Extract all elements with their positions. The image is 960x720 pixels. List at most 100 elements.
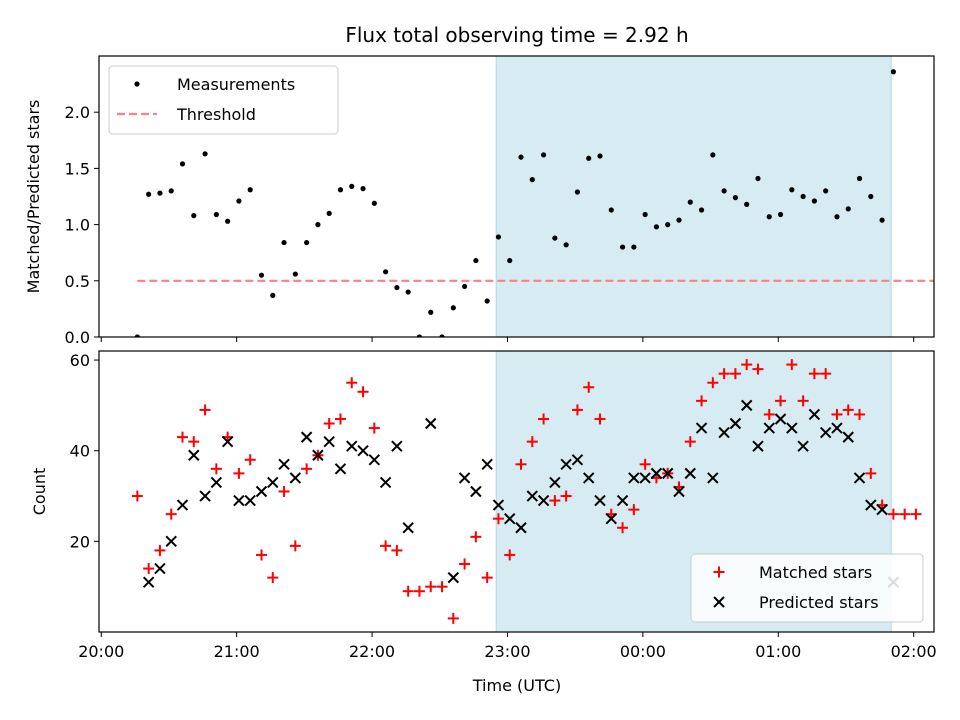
matched-star-point	[301, 463, 313, 475]
matched-star-point	[718, 368, 730, 380]
matched-star-point	[842, 404, 854, 416]
matched-star-point	[899, 508, 911, 520]
measurement-point	[349, 183, 355, 189]
measurement-point	[890, 69, 896, 75]
matched-star-point	[854, 408, 866, 420]
matched-star-point	[165, 508, 177, 520]
y-axis-label: Matched/Predicted stars	[24, 100, 43, 294]
matched-star-point	[752, 363, 764, 375]
predicted-star-stroke-b	[346, 440, 358, 452]
matched-star-point	[887, 508, 899, 520]
measurement-point	[642, 211, 648, 218]
predicted-star-stroke-b	[368, 454, 381, 466]
predicted-star-stroke-b	[176, 499, 189, 511]
legend-entry-label: Threshold	[176, 105, 256, 124]
predicted-star-point	[808, 408, 821, 421]
matched-star-point	[177, 431, 188, 443]
measurement-point	[371, 200, 377, 206]
predicted-star-point	[154, 562, 166, 575]
x-tick-label: 02:00	[891, 642, 937, 661]
predicted-star-point	[244, 494, 256, 507]
bottom-panel: 20 40 60 20:00 21:00 22:00 23:00 00:00 01:00 02:0…	[30, 350, 937, 661]
measurement-point	[461, 283, 468, 290]
matched-star-point	[402, 585, 414, 597]
predicted-star-stroke-b	[425, 417, 437, 430]
predicted-star-stroke-b	[774, 413, 787, 425]
predicted-star-point	[402, 522, 414, 534]
predicted-star-stroke-b	[357, 445, 369, 457]
matched-star-point	[323, 418, 335, 430]
legend-entry-label: Matched stars	[759, 563, 872, 582]
legend-entry-label: Measurements	[177, 75, 295, 94]
predicted-star-stroke-b	[628, 472, 640, 484]
predicted-star-point	[210, 476, 223, 489]
measurement-point	[834, 214, 840, 220]
measurement-point	[710, 152, 716, 158]
measurement-point	[800, 193, 806, 200]
matched-star-point	[549, 495, 561, 507]
predicted-star-stroke-b	[379, 476, 392, 489]
predicted-star-stroke-b	[233, 494, 245, 507]
predicted-star-stroke-b	[267, 476, 279, 489]
predicted-star-stroke-b	[537, 494, 550, 507]
predicted-star-stroke-b	[289, 472, 302, 484]
measurement-point	[146, 191, 152, 197]
predicted-star-stroke-b	[808, 408, 821, 421]
predicted-star-stroke-b	[526, 490, 539, 502]
predicted-star-stroke-b	[594, 494, 606, 507]
measurement-point	[698, 207, 705, 213]
predicted-star-point	[819, 426, 832, 439]
legend-box	[690, 553, 924, 623]
predicted-star-stroke-b	[447, 571, 460, 584]
measurement-point	[518, 154, 524, 160]
measurement-point	[947, 334, 952, 339]
predicted-star-point	[425, 417, 437, 430]
predicted-star-point	[786, 422, 798, 434]
measurement-point	[597, 153, 603, 159]
predicted-star-stroke-b	[244, 494, 256, 507]
measurement-point	[236, 198, 242, 204]
matched-star-point	[865, 467, 877, 479]
y-tick-label: 1.5	[65, 159, 90, 178]
matched-star-point	[436, 581, 448, 593]
predicted-star-point	[368, 454, 381, 466]
predicted-star-stroke-b	[718, 426, 730, 439]
x-axis-label: Time (UTC)	[472, 676, 561, 695]
measurement-point	[777, 211, 784, 218]
matched-star-point	[278, 486, 290, 497]
predicted-star-point	[639, 472, 651, 484]
y-axis-label: Count	[30, 468, 49, 516]
predicted-star-point	[752, 440, 764, 452]
predicted-star-stroke-b	[391, 440, 403, 452]
measurement-point	[428, 309, 434, 315]
predicted-star-point	[583, 472, 595, 484]
predicted-star-point	[650, 467, 663, 480]
matched-star-point	[413, 585, 425, 597]
predicted-star-stroke-b	[255, 485, 268, 498]
predicted-star-point	[165, 535, 177, 548]
predicted-star-point	[763, 422, 775, 434]
predicted-star-stroke-b	[199, 490, 211, 502]
predicted-star-point	[278, 458, 290, 471]
predicted-star-stroke-b	[616, 494, 629, 507]
predicted-star-point	[684, 467, 696, 480]
measurement-point	[868, 193, 874, 200]
measurement-point	[823, 188, 829, 194]
predicted-star-stroke-b	[583, 472, 595, 484]
measurement-point	[473, 257, 479, 264]
predicted-star-point	[334, 463, 347, 475]
measurement-point	[270, 292, 276, 299]
matched-star-point	[255, 549, 267, 561]
matched-star-point	[707, 377, 719, 389]
predicted-star-stroke-b	[334, 463, 347, 475]
x-tick-label: 00:00	[620, 642, 666, 661]
matched-star-point	[763, 408, 775, 420]
matched-star-point	[233, 467, 245, 479]
predicted-star-stroke-b	[278, 458, 290, 471]
predicted-star-stroke-b	[154, 562, 166, 575]
measurement-point	[394, 284, 400, 291]
predicted-star-stroke-b	[323, 435, 335, 448]
axes-frame	[98, 350, 935, 633]
predicted-star-point	[470, 485, 482, 498]
measurement-point	[619, 244, 626, 250]
